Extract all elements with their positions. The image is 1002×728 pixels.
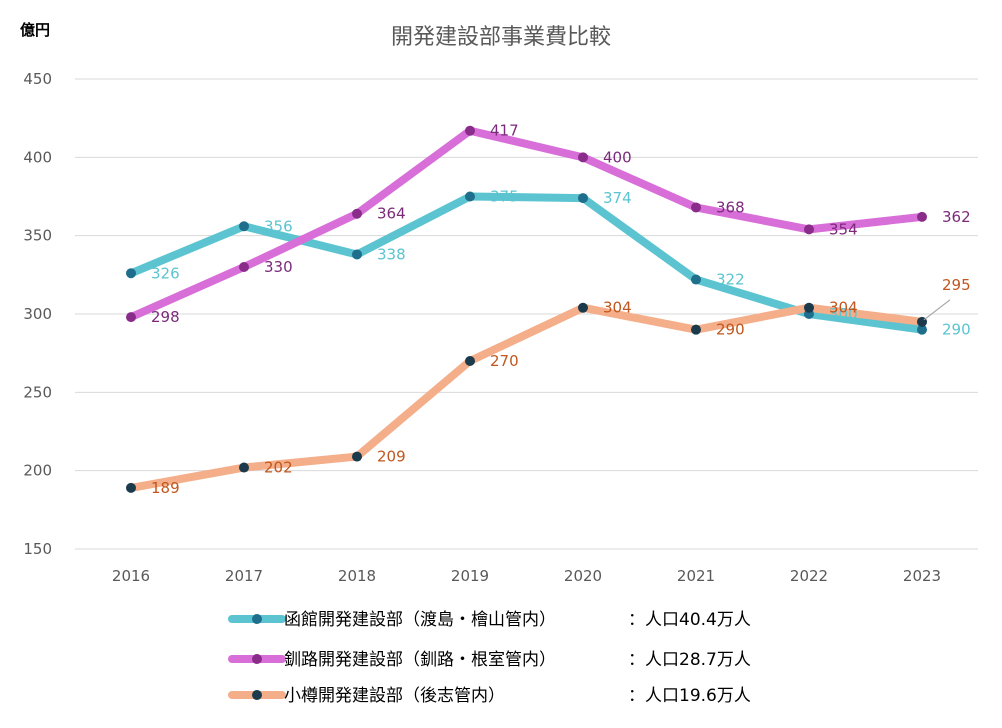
x-tick-label: 2018	[338, 567, 376, 585]
x-tick-label: 2019	[451, 567, 489, 585]
data-label: 295	[942, 276, 971, 294]
data-point	[691, 274, 701, 285]
data-point	[465, 191, 475, 202]
data-label: 330	[264, 258, 293, 276]
series-line	[127, 126, 926, 322]
data-label: 298	[151, 308, 180, 326]
x-tick-label: 2021	[677, 567, 715, 585]
legend-marker	[252, 690, 262, 700]
x-tick-label: 2022	[790, 567, 828, 585]
x-axis-ticks: 2016 2017 2018 2019 2020 2021 2022 2023	[112, 567, 941, 585]
data-point	[352, 249, 362, 260]
data-point	[917, 324, 927, 335]
data-label: 304	[603, 299, 632, 317]
series-line	[127, 303, 926, 492]
data-point	[804, 302, 814, 313]
y-tick-label: 200	[23, 462, 52, 480]
y-tick-label: 300	[23, 305, 52, 323]
data-label: 356	[264, 217, 293, 235]
data-label: 362	[942, 208, 971, 226]
data-point	[465, 125, 475, 136]
data-point	[352, 208, 362, 219]
legend-series-name: 函館開発建設部（渡島・檜山管内）	[284, 609, 556, 630]
data-point	[578, 302, 588, 313]
y-tick-label: 350	[23, 227, 52, 245]
x-tick-label: 2023	[903, 567, 941, 585]
legend: 函館開発建設部（渡島・檜山管内） ：人口40.4万人釧路開発建設部（釧路・根室管内…	[228, 609, 751, 706]
data-point	[691, 324, 701, 335]
data-point	[465, 356, 475, 366]
data-label: 189	[151, 479, 180, 497]
data-point	[352, 451, 362, 462]
data-label: 300	[829, 305, 858, 323]
data-point	[239, 462, 249, 473]
data-label: 326	[151, 264, 180, 282]
y-tick-label: 250	[23, 383, 52, 401]
leader-line	[923, 299, 951, 321]
series-markers	[126, 125, 927, 493]
data-label: 209	[377, 448, 406, 466]
legend-population: ：人口28.7万人	[628, 650, 751, 670]
data-label: 290	[716, 321, 745, 339]
x-tick-label: 2020	[564, 567, 602, 585]
data-label: 400	[603, 148, 632, 166]
data-label: 304	[829, 299, 858, 317]
data-point	[126, 312, 136, 323]
y-tick-label: 450	[23, 70, 52, 88]
data-labels: 326 356 338 375 374 322 300 290 298 330 364 417 400 3…	[151, 122, 971, 497]
legend-series-name: 小樽開発建設部（後志管内）	[284, 686, 505, 706]
x-tick-label: 2016	[112, 567, 150, 585]
y-axis-ticks: 150 200 250 300 350 400 450	[23, 70, 52, 558]
data-point	[804, 224, 814, 235]
data-point	[578, 152, 588, 163]
legend-marker	[252, 614, 262, 624]
data-point	[239, 262, 249, 272]
x-tick-label: 2017	[225, 567, 263, 585]
data-label: 290	[942, 321, 971, 339]
data-label: 202	[264, 459, 293, 477]
legend-series-name: 釧路開発建設部（釧路・根室管内）	[284, 650, 556, 670]
data-label: 354	[829, 220, 858, 238]
data-point	[917, 211, 927, 222]
data-label: 338	[377, 245, 406, 263]
legend-marker	[252, 654, 262, 664]
legend-population: ：人口40.4万人	[628, 610, 751, 630]
y-tick-label: 400	[23, 148, 52, 166]
data-point	[578, 193, 588, 204]
y-axis-unit: 億円	[20, 21, 50, 39]
y-tick-label: 150	[23, 540, 52, 558]
data-point	[239, 221, 249, 232]
data-point	[691, 202, 701, 213]
data-label: 374	[603, 189, 632, 207]
series-lines	[127, 126, 926, 492]
data-label: 368	[716, 198, 745, 216]
data-label: 375	[490, 188, 519, 206]
legend-population: ：人口19.6万人	[628, 686, 751, 706]
data-label: 270	[490, 352, 519, 370]
data-label: 364	[377, 205, 406, 223]
data-point	[126, 482, 136, 493]
data-label: 417	[490, 122, 519, 140]
data-point	[126, 268, 136, 279]
data-label: 322	[716, 271, 745, 289]
chart-title: 開発建設部事業費比較	[391, 25, 611, 50]
